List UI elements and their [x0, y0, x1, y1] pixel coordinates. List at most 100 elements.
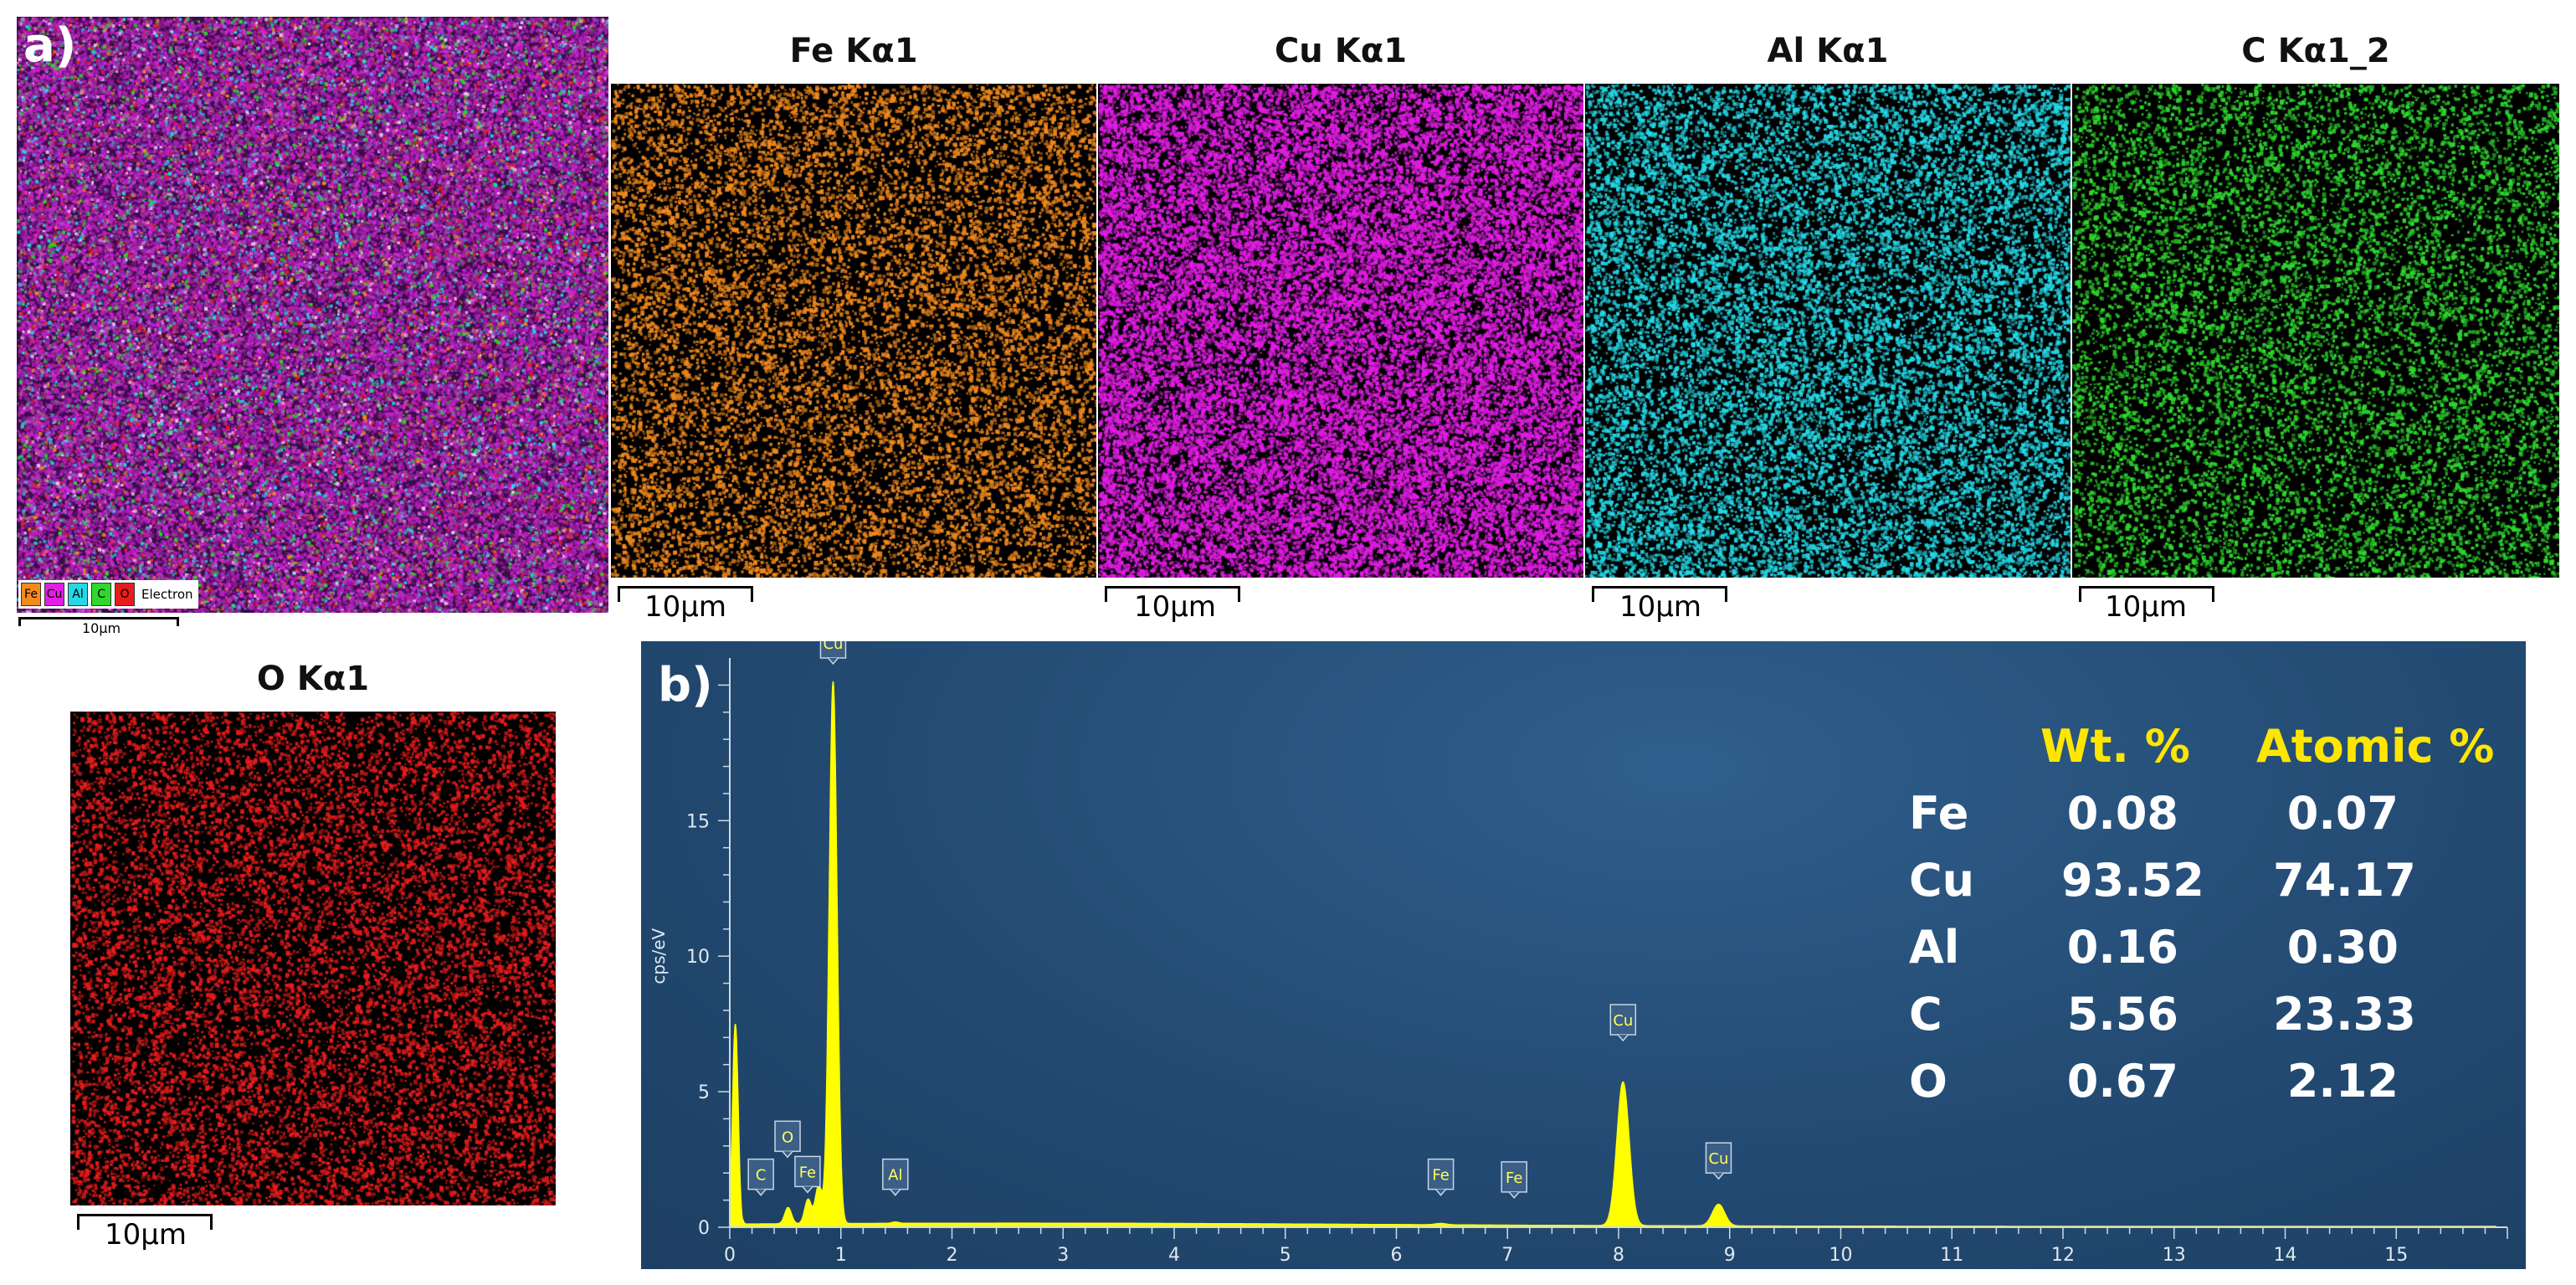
table-header-atomic: Atomic % — [2256, 720, 2495, 773]
x-tick-label: 11 — [1940, 1245, 1963, 1266]
peak-label-pointer — [755, 1189, 767, 1196]
y-tick-label: 15 — [686, 811, 710, 832]
cu-map-canvas — [1098, 84, 1583, 578]
element-legend: Fe Cu Al C O Electron — [18, 580, 198, 609]
legend-chip-o: O — [115, 583, 135, 606]
peak-label-text: Fe — [799, 1164, 816, 1181]
spectrum-fill — [729, 681, 2498, 1228]
c-map — [2072, 84, 2559, 578]
table-row-atomic: 23.33 — [2273, 988, 2416, 1041]
map-title-cu: Cu Kα1 — [1274, 32, 1408, 70]
overview-map — [17, 17, 608, 613]
peak-label-pointer — [802, 1185, 813, 1194]
legend-chip-cu: Cu — [44, 583, 64, 606]
peak-label-box — [1609, 1004, 1637, 1036]
legend-chip-fe: Fe — [21, 583, 41, 606]
table-row-atomic: 2.12 — [2286, 1055, 2399, 1108]
peak-label-al: Al — [882, 1158, 909, 1196]
fe-scalebar — [618, 586, 753, 602]
table-row-atomic: 74.17 — [2273, 854, 2416, 907]
overview-map-canvas — [17, 17, 608, 613]
panel-a-label: a) — [23, 18, 77, 73]
o-map-canvas — [70, 712, 556, 1205]
table-row-atomic: 0.07 — [2286, 787, 2399, 840]
panel-b-label: b) — [658, 658, 713, 712]
al-scale-label: 10µm — [1619, 590, 1702, 624]
cu-scale-label: 10µm — [1134, 590, 1217, 624]
peak-label-text: Cu — [823, 641, 843, 653]
x-tick-label: 5 — [1280, 1245, 1291, 1266]
c-scale-label: 10µm — [2105, 590, 2188, 624]
o-map — [70, 712, 556, 1205]
x-tick-label: 2 — [947, 1245, 958, 1266]
peak-label-text: C — [756, 1167, 767, 1185]
y-tick-label: 0 — [698, 1218, 710, 1239]
peak-label-pointer — [1435, 1189, 1447, 1196]
x-tick-label: 12 — [2051, 1245, 2075, 1266]
peak-label-fe: Fe — [1501, 1161, 1527, 1200]
map-title-al: Al Kα1 — [1767, 32, 1889, 70]
x-tick-label: 1 — [835, 1245, 847, 1266]
peak-label-pointer — [1617, 1034, 1629, 1042]
peak-label-text: Cu — [1708, 1150, 1728, 1168]
table-row-wt: 0.08 — [2066, 787, 2178, 840]
x-tick-label: 10 — [1829, 1245, 1853, 1266]
o-scale-label: 10µm — [105, 1218, 187, 1252]
y-tick-label: 5 — [698, 1082, 710, 1103]
x-tick-label: 9 — [1724, 1245, 1736, 1266]
peak-label-pointer — [782, 1150, 793, 1159]
peak-label-cu: Cu — [1705, 1142, 1732, 1180]
peak-label-fe: Fe — [1427, 1158, 1455, 1196]
peak-label-text: Al — [888, 1167, 902, 1185]
x-tick-label: 0 — [724, 1245, 736, 1266]
c-scalebar — [2079, 586, 2214, 602]
x-tick-label: 3 — [1057, 1245, 1069, 1266]
peak-label-box — [882, 1158, 909, 1190]
peak-label-box — [794, 1155, 821, 1188]
al-map-canvas — [1585, 84, 2071, 578]
peak-label-pointer — [827, 657, 839, 666]
peak-label-pointer — [1712, 1172, 1725, 1180]
table-row-atomic: 0.30 — [2286, 921, 2399, 974]
al-map — [1585, 84, 2071, 578]
table-row-wt: 93.52 — [2061, 854, 2204, 907]
x-tick-label: 14 — [2274, 1245, 2297, 1266]
table-row-element: C — [1909, 988, 1942, 1041]
o-scalebar — [77, 1214, 213, 1230]
y-tick-label: 10 — [686, 947, 710, 968]
fe-map-canvas — [611, 84, 1096, 578]
peak-label-text: Fe — [1506, 1169, 1522, 1187]
map-title-o: O Kα1 — [256, 660, 370, 698]
peak-label-fe: Fe — [794, 1155, 821, 1194]
x-tick-label: 13 — [2163, 1245, 2186, 1266]
cu-map — [1098, 84, 1583, 578]
peak-label-box — [774, 1120, 801, 1153]
map-title-fe: Fe Kα1 — [789, 32, 918, 70]
table-row-element: Al — [1909, 921, 1960, 974]
c-map-canvas — [2072, 84, 2559, 578]
cu-scalebar — [1105, 586, 1240, 602]
x-tick-label: 8 — [1613, 1245, 1624, 1266]
peak-label-c: C — [747, 1158, 774, 1196]
overview-scale-label: 10µm — [82, 620, 121, 636]
eds-spectrum-panel: 0 1 2 3 4 5 6 7 8 9 10 11 12 13 14 15 0 5 10 15 cps/eV Cu O C Fe… — [641, 641, 2526, 1269]
legend-chip-al: Al — [68, 583, 88, 606]
x-tick-label: 15 — [2384, 1245, 2408, 1266]
table-row-element: Fe — [1909, 787, 1969, 840]
fe-map — [611, 84, 1096, 578]
fe-scale-label: 10µm — [644, 590, 727, 624]
peak-label-box — [1427, 1158, 1455, 1190]
peak-label-cu: Cu — [819, 641, 847, 666]
peak-label-pointer — [1508, 1191, 1520, 1200]
table-row-wt: 0.67 — [2066, 1055, 2178, 1108]
legend-chip-c: C — [91, 583, 111, 606]
table-header-wt: Wt. % — [2040, 720, 2190, 773]
table-row-wt: 0.16 — [2066, 921, 2178, 974]
peak-label-o: O — [774, 1120, 801, 1159]
peak-label-text: Cu — [1613, 1012, 1633, 1030]
peak-label-text: O — [782, 1128, 793, 1146]
peak-label-pointer — [890, 1189, 901, 1196]
table-row-element: Cu — [1909, 854, 1975, 907]
y-axis-label: cps/eV — [649, 928, 669, 984]
